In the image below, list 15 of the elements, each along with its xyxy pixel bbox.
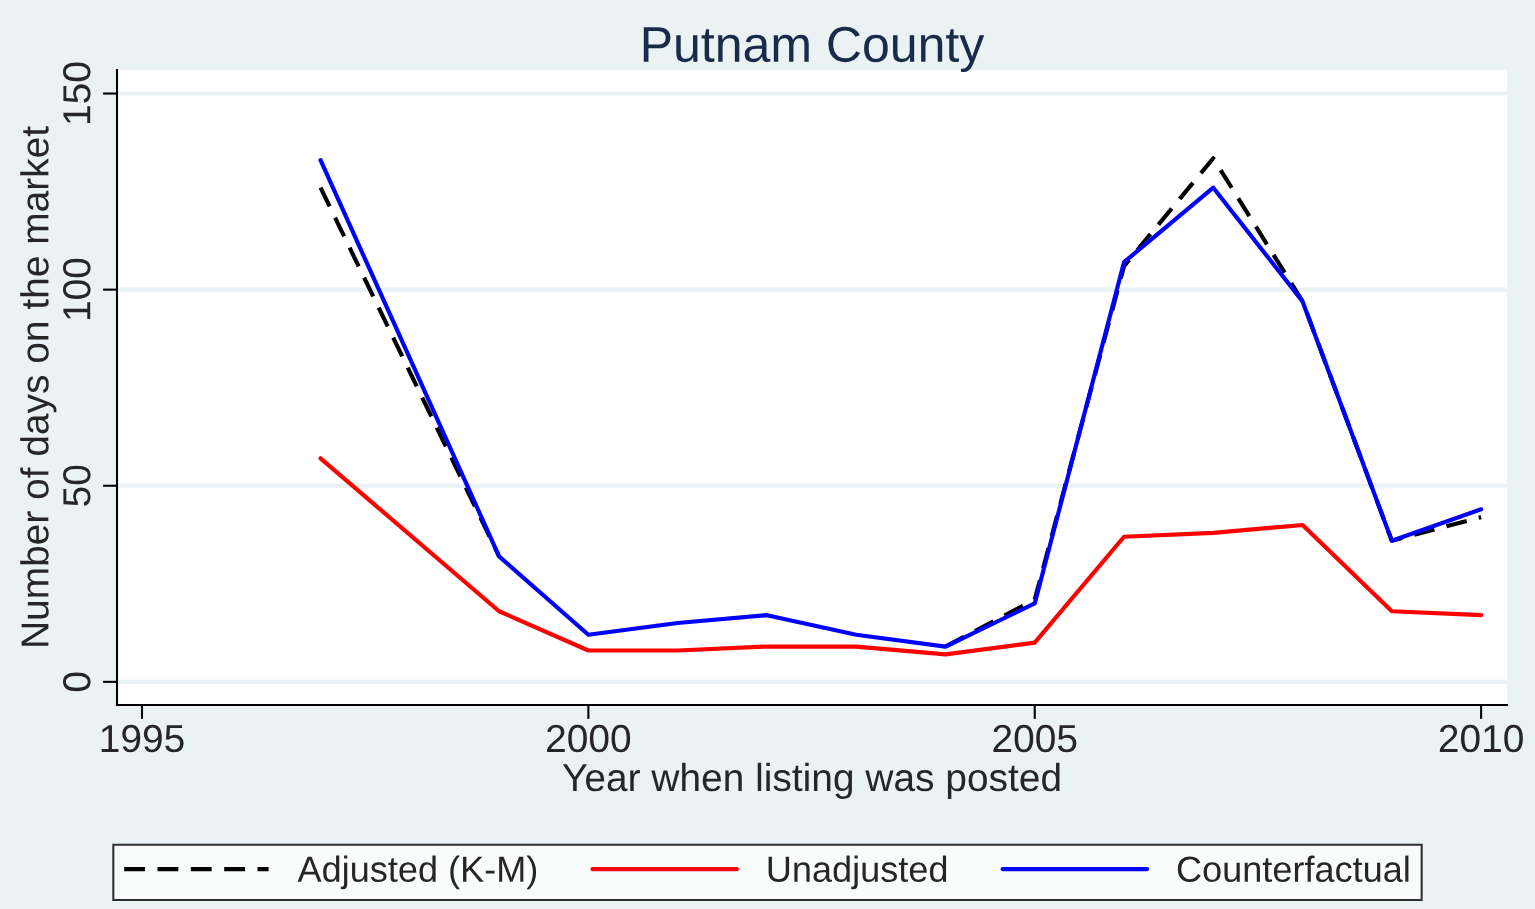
x-tick-label: 2010	[1439, 724, 1523, 753]
legend-label: Counterfactual	[1177, 855, 1409, 883]
y-tick-label: 150	[63, 62, 91, 124]
x-axis-title: Year when listing was posted	[562, 762, 1060, 800]
chart-title: Putnam County	[643, 26, 985, 73]
x-tick-label: 2005	[993, 724, 1077, 753]
y-tick-label: 0	[63, 672, 91, 692]
y-tick-label: 100	[63, 258, 91, 320]
legend-label: Unadjusted	[768, 855, 947, 890]
x-tick-label: 2000	[547, 724, 631, 753]
line-series	[318, 456, 1484, 657]
legend-label: Adjusted (K-M)	[297, 855, 537, 890]
y-axis-title: Number of days on the market	[20, 126, 57, 646]
x-tick-label: 1995	[101, 724, 184, 753]
y-tick-label: 50	[63, 465, 91, 506]
